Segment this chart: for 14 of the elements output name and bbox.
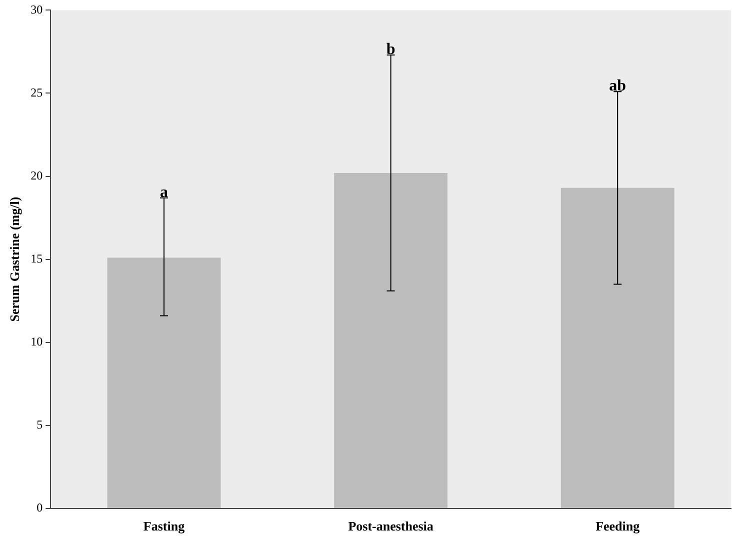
annotation: b — [386, 41, 396, 58]
y-tick-label: 30 — [30, 2, 43, 16]
y-tick-label: 15 — [30, 251, 43, 266]
x-tick-label: Fasting — [143, 518, 186, 534]
y-tick-label: 10 — [30, 334, 43, 348]
x-tick-label: Feeding — [596, 518, 640, 534]
annotation: ab — [609, 78, 626, 95]
y-tick-label: 20 — [30, 168, 43, 182]
y-tick-label: 5 — [36, 418, 43, 432]
x-tick-label: Post-anesthesia — [348, 518, 434, 534]
annotation: a — [160, 184, 168, 201]
y-axis-title: Serum Gastrine (mg/l) — [7, 196, 22, 322]
y-tick-label: 25 — [30, 85, 43, 100]
y-tick-label: 0 — [36, 500, 43, 515]
